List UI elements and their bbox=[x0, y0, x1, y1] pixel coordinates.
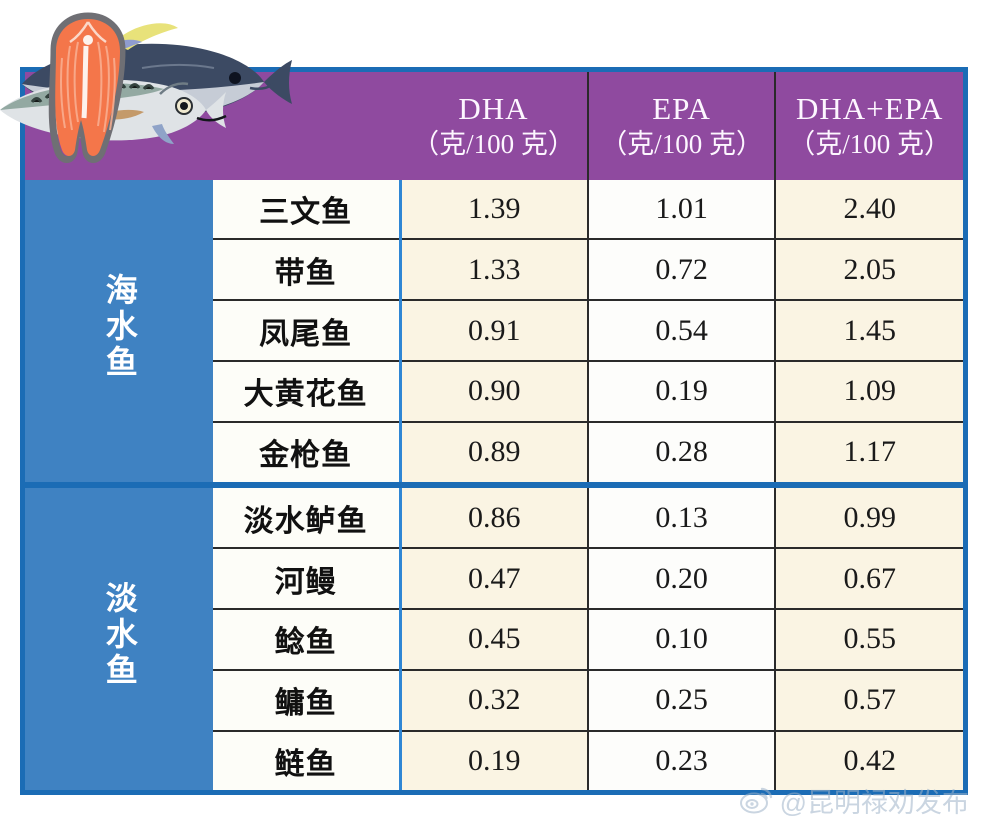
value-dha: 0.90 bbox=[400, 359, 588, 422]
column-header-dha-unit: （克/100 克） bbox=[412, 129, 575, 160]
table-row: 带鱼 1.33 0.72 2.05 bbox=[25, 238, 963, 301]
value-epa: 1.01 bbox=[586, 180, 776, 240]
fish-name-cell: 三文鱼 bbox=[212, 180, 402, 240]
value-dha-epa: 0.55 bbox=[774, 608, 963, 670]
value-epa: 0.25 bbox=[586, 668, 776, 731]
fish-name-cell: 带鱼 bbox=[212, 238, 402, 301]
column-header-dha-epa-unit: （克/100 克） bbox=[788, 129, 952, 160]
value-dha-epa: 1.45 bbox=[774, 299, 963, 361]
value-epa: 0.54 bbox=[586, 299, 776, 361]
fish-name-cell: 淡水鲈鱼 bbox=[212, 481, 402, 549]
value-epa: 0.23 bbox=[586, 729, 776, 790]
value-dha-epa: 2.40 bbox=[774, 180, 963, 240]
fish-name-cell: 凤尾鱼 bbox=[212, 299, 402, 361]
column-header-dha-title: DHA bbox=[458, 90, 529, 126]
column-header-epa-unit: （克/100 克） bbox=[600, 129, 763, 160]
value-dha-epa: 0.67 bbox=[774, 547, 963, 610]
header-corner-cell bbox=[25, 72, 401, 180]
value-dha: 0.86 bbox=[400, 481, 588, 549]
value-epa: 0.10 bbox=[586, 608, 776, 670]
fish-name-cell: 金枪鱼 bbox=[212, 420, 402, 485]
value-dha: 0.19 bbox=[400, 729, 588, 790]
nutrition-table: DHA （克/100 克） EPA （克/100 克） DHA+EPA （克/1… bbox=[25, 72, 963, 790]
column-header-dha: DHA （克/100 克） bbox=[400, 72, 588, 180]
fish-name-cell: 鳙鱼 bbox=[212, 668, 402, 731]
value-dha: 1.39 bbox=[400, 180, 588, 240]
value-dha: 0.45 bbox=[400, 608, 588, 670]
fish-name-cell: 鲶鱼 bbox=[212, 608, 402, 670]
value-dha-epa: 2.05 bbox=[774, 238, 963, 301]
table-row: 淡水鱼 淡水鲈鱼 0.86 0.13 0.99 bbox=[25, 481, 963, 790]
column-header-dha-epa: DHA+EPA （克/100 克） bbox=[774, 72, 963, 180]
value-dha-epa: 0.57 bbox=[774, 668, 963, 731]
column-header-dha-epa-title: DHA+EPA bbox=[796, 90, 944, 126]
value-dha-epa: 0.99 bbox=[774, 481, 963, 549]
value-dha: 0.89 bbox=[400, 420, 588, 485]
table-header: DHA （克/100 克） EPA （克/100 克） DHA+EPA （克/1… bbox=[25, 72, 963, 180]
table-body: 海水鱼 三文鱼 1.39 1.01 2.40 带鱼 1.33 0.72 2.05… bbox=[25, 180, 963, 790]
table-row: 海水鱼 三文鱼 1.39 1.01 2.40 bbox=[25, 180, 963, 485]
table-row: 鳙鱼 0.32 0.25 0.57 bbox=[25, 668, 963, 731]
column-header-epa: EPA （克/100 克） bbox=[586, 72, 776, 180]
table-row: 河鳗 0.47 0.20 0.67 bbox=[25, 547, 963, 610]
fish-name-cell: 大黄花鱼 bbox=[212, 359, 402, 422]
value-epa: 0.13 bbox=[586, 481, 776, 549]
value-epa: 0.20 bbox=[586, 547, 776, 610]
fish-name-cell: 鲢鱼 bbox=[212, 729, 402, 790]
column-header-epa-title: EPA bbox=[652, 90, 711, 126]
value-epa: 0.19 bbox=[586, 359, 776, 422]
fish-name-cell: 河鳗 bbox=[212, 547, 402, 610]
group-label-seawater: 海水鱼 bbox=[25, 180, 213, 485]
value-dha-epa: 0.42 bbox=[774, 729, 963, 790]
group-label-freshwater: 淡水鱼 bbox=[25, 481, 213, 790]
nutrition-table-frame: DHA （克/100 克） EPA （克/100 克） DHA+EPA （克/1… bbox=[20, 67, 968, 795]
value-dha: 1.33 bbox=[400, 238, 588, 301]
value-dha-epa: 1.09 bbox=[774, 359, 963, 422]
group-label-freshwater-text: 淡水鱼 bbox=[101, 581, 138, 690]
table-row: 金枪鱼 0.89 0.28 1.17 bbox=[25, 420, 963, 485]
value-dha: 0.32 bbox=[400, 668, 588, 731]
header-row: DHA （克/100 克） EPA （克/100 克） DHA+EPA （克/1… bbox=[25, 72, 963, 180]
value-dha: 0.91 bbox=[400, 299, 588, 361]
group-label-seawater-text: 海水鱼 bbox=[101, 273, 138, 382]
value-dha: 0.47 bbox=[400, 547, 588, 610]
table-row: 鲢鱼 0.19 0.23 0.42 bbox=[25, 729, 963, 790]
table-row: 大黄花鱼 0.90 0.19 1.09 bbox=[25, 359, 963, 422]
value-dha-epa: 1.17 bbox=[774, 420, 963, 485]
table-row: 凤尾鱼 0.91 0.54 1.45 bbox=[25, 299, 963, 361]
table-row: 鲶鱼 0.45 0.10 0.55 bbox=[25, 608, 963, 670]
value-epa: 0.28 bbox=[586, 420, 776, 485]
value-epa: 0.72 bbox=[586, 238, 776, 301]
